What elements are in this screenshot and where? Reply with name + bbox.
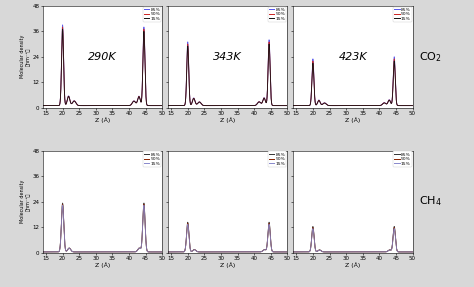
X-axis label: Z (Å): Z (Å) bbox=[95, 117, 110, 123]
Legend: 85%, 50%, 15%: 85%, 50%, 15% bbox=[268, 7, 286, 22]
Legend: 85%, 50%, 15%: 85%, 50%, 15% bbox=[268, 152, 286, 167]
Legend: 85%, 50%, 15%: 85%, 50%, 15% bbox=[143, 7, 161, 22]
X-axis label: Z (Å): Z (Å) bbox=[345, 117, 360, 123]
Text: 343K: 343K bbox=[213, 52, 242, 62]
Legend: 85%, 50%, 15%: 85%, 50%, 15% bbox=[393, 7, 411, 22]
X-axis label: Z (Å): Z (Å) bbox=[345, 262, 360, 268]
Text: 423K: 423K bbox=[338, 52, 367, 62]
X-axis label: Z (Å): Z (Å) bbox=[95, 262, 110, 268]
X-axis label: Z (Å): Z (Å) bbox=[220, 117, 235, 123]
Y-axis label: Molecular density
（nm⁻³）: Molecular density （nm⁻³） bbox=[20, 180, 31, 223]
Text: CH$_4$: CH$_4$ bbox=[419, 195, 442, 208]
Legend: 85%, 50%, 15%: 85%, 50%, 15% bbox=[143, 152, 161, 167]
X-axis label: Z (Å): Z (Å) bbox=[220, 262, 235, 268]
Legend: 85%, 50%, 15%: 85%, 50%, 15% bbox=[393, 152, 411, 167]
Y-axis label: Molecular density
（nm⁻³）: Molecular density （nm⁻³） bbox=[20, 35, 31, 78]
Text: 290K: 290K bbox=[88, 52, 117, 62]
Text: CO$_2$: CO$_2$ bbox=[419, 50, 442, 64]
